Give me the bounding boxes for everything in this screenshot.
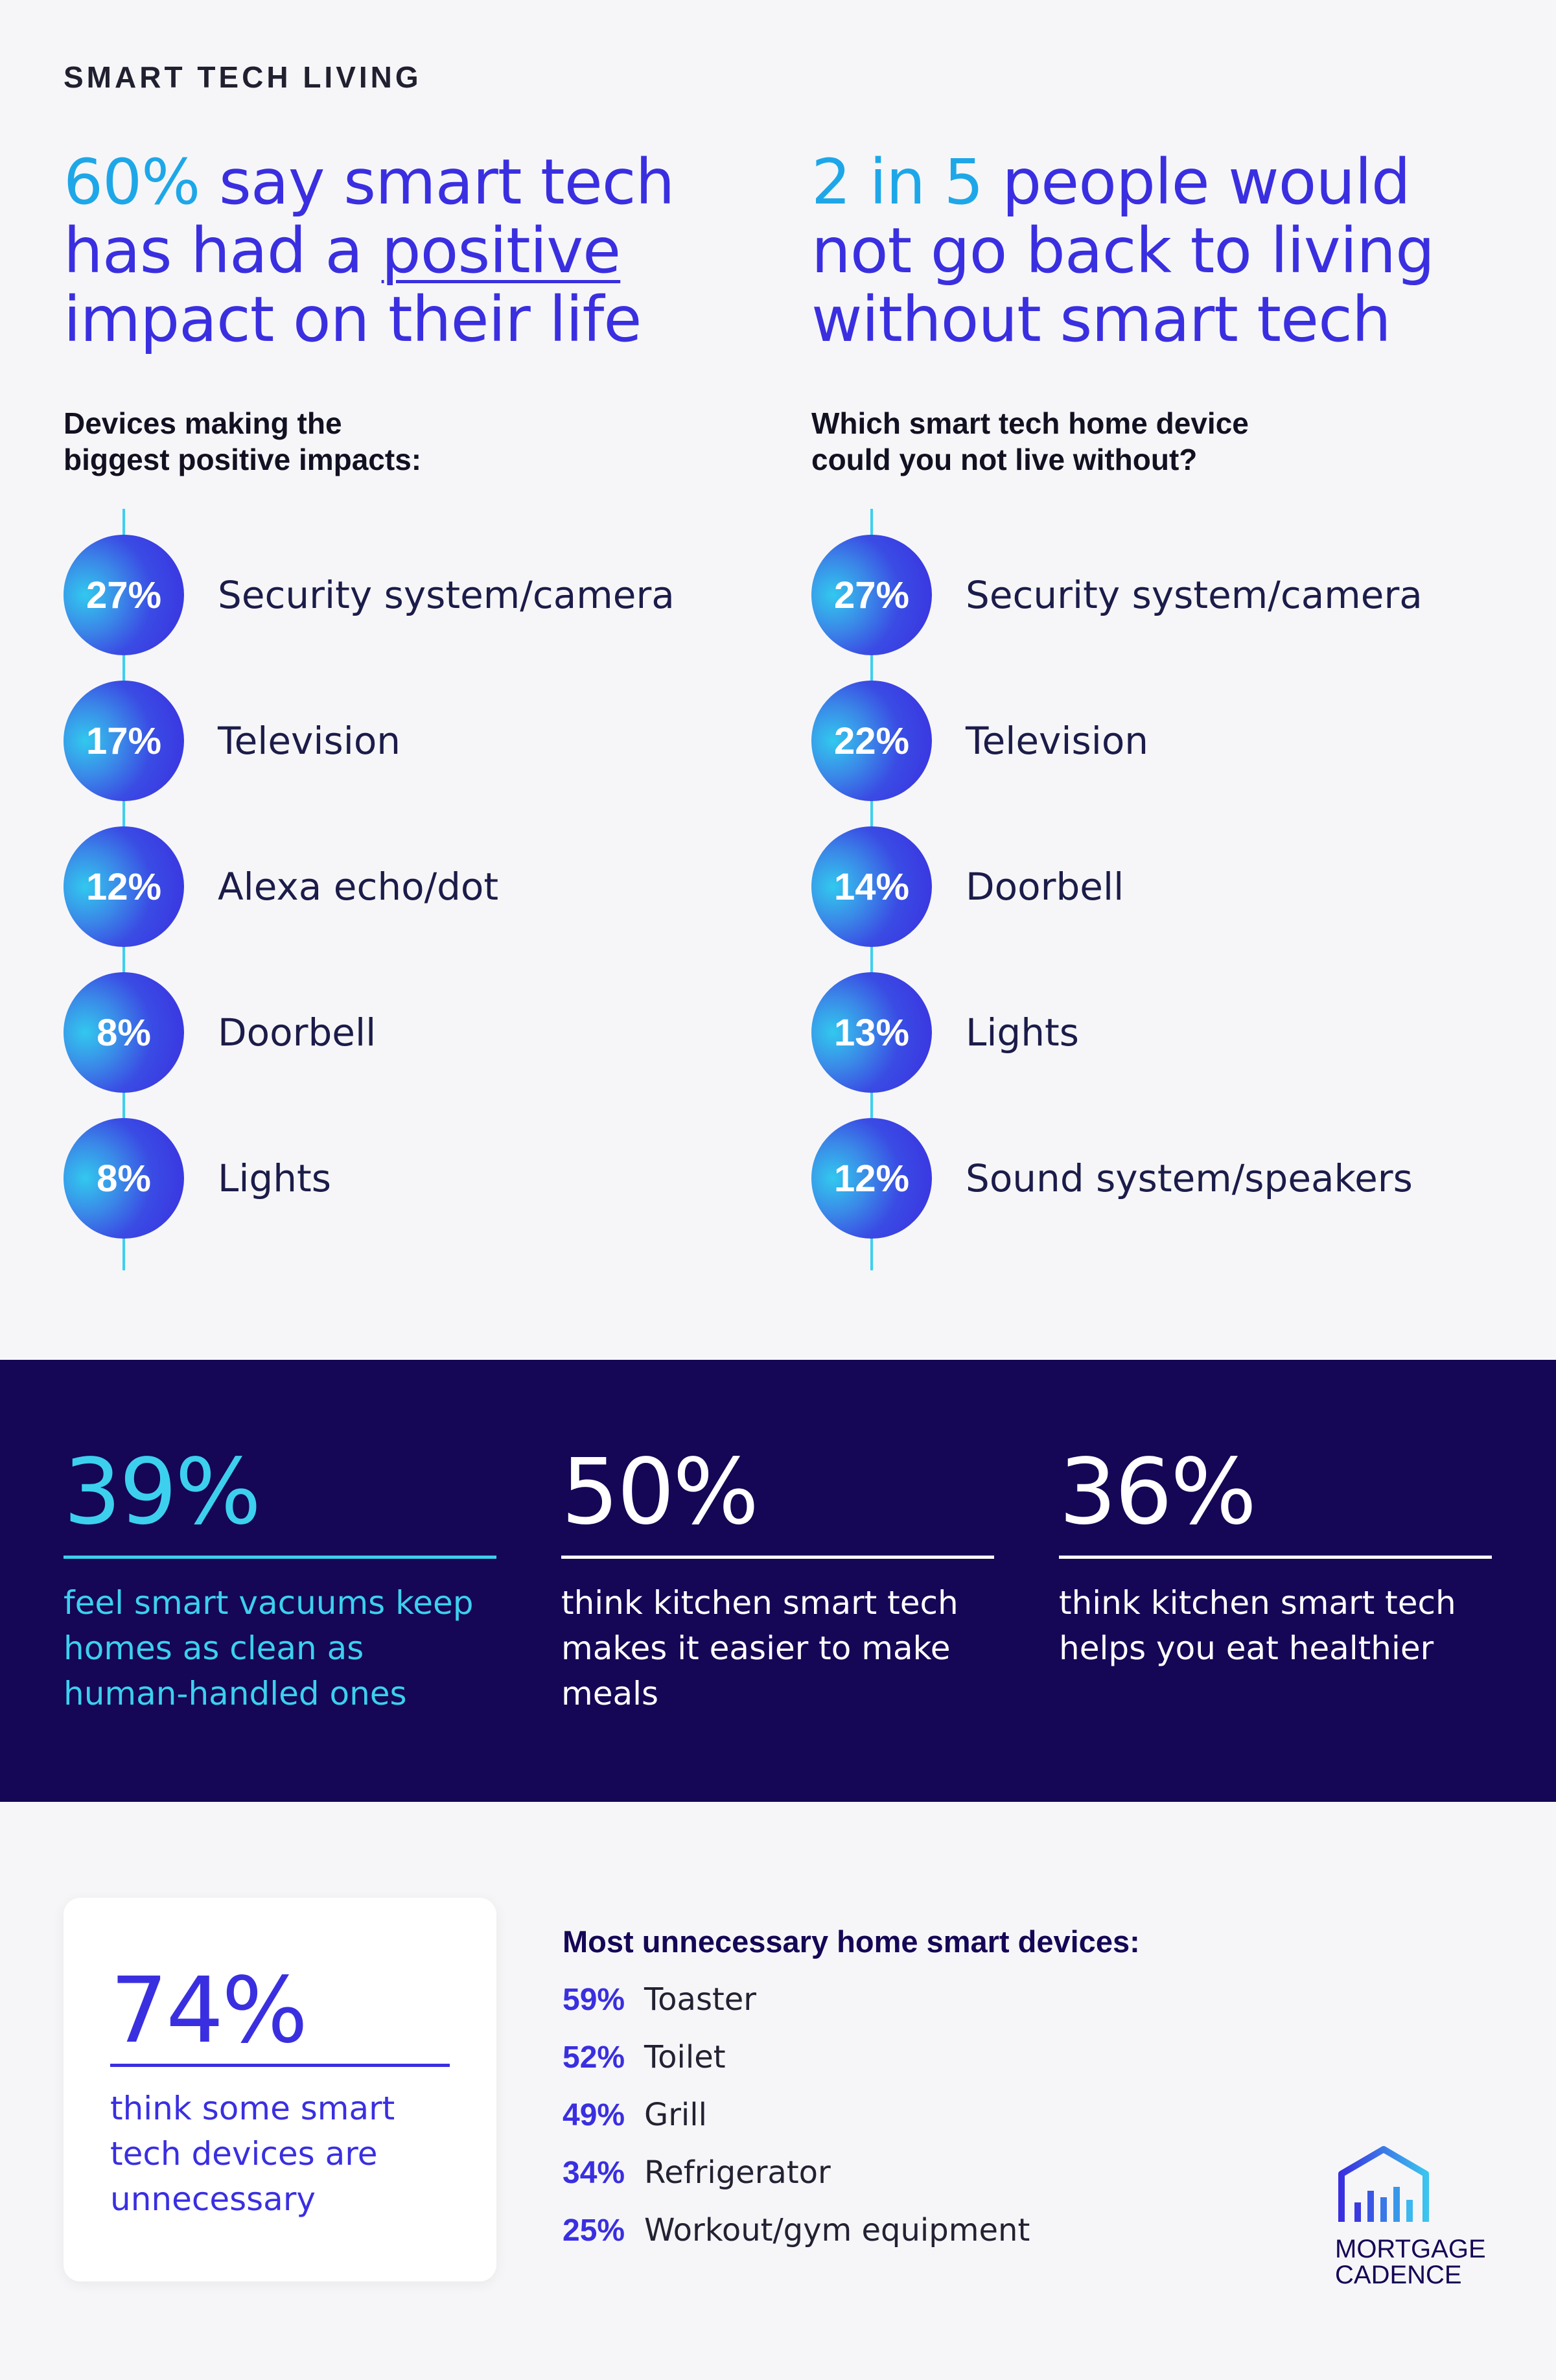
device-label: Sound system/speakers xyxy=(966,1156,1413,1200)
stat-divider xyxy=(561,1556,994,1559)
item-percent: 49% xyxy=(563,2098,625,2132)
stat-divider xyxy=(1059,1556,1492,1559)
left-subhead-line2: biggest positive impacts: xyxy=(64,443,422,476)
list-item: 59% Toaster xyxy=(563,1980,1211,2038)
percent-circle: 27% xyxy=(64,535,184,655)
logo-line1: MORTGAGE xyxy=(1335,2235,1486,2263)
logo-line2: CADENCE xyxy=(1335,2261,1462,2289)
percent-circle: 8% xyxy=(64,1118,184,1239)
stat-description: think kitchen smart tech makes it easier… xyxy=(561,1584,958,1712)
right-device-item: 13% Lights xyxy=(811,972,1524,1093)
device-label: Lights xyxy=(966,1010,1079,1055)
item-label: Workout/gym equipment xyxy=(644,2212,1030,2248)
stat-divider xyxy=(64,1556,496,1559)
left-headline-underlined: positive xyxy=(381,215,621,287)
left-device-list: 27% Security system/camera 17% Televisio… xyxy=(64,509,776,1270)
left-subhead-line1: Devices making the xyxy=(64,406,342,440)
right-device-item: 12% Sound system/speakers xyxy=(811,1118,1524,1239)
item-percent: 59% xyxy=(563,1983,625,2017)
unnecessary-title: Most unnecessary home smart devices: xyxy=(563,1924,1140,1959)
device-label: Television xyxy=(966,719,1149,763)
right-device-item: 22% Television xyxy=(811,681,1524,801)
left-device-item: 12% Alexa echo/dot xyxy=(64,826,776,947)
stat-description: feel smart vacuums keep homes as clean a… xyxy=(64,1584,474,1712)
list-item: 52% Toilet xyxy=(563,2038,1211,2095)
left-device-item: 8% Doorbell xyxy=(64,972,776,1093)
device-label: Doorbell xyxy=(966,865,1124,909)
right-device-list: 27% Security system/camera 22% Televisio… xyxy=(811,509,1524,1270)
item-label: Refrigerator xyxy=(644,2154,831,2191)
card-description: think some smart tech devices are unnece… xyxy=(110,2090,395,2218)
device-label: Lights xyxy=(218,1156,331,1200)
percent-circle: 12% xyxy=(64,826,184,947)
mortgage-cadence-logo: MORTGAGE CADENCE xyxy=(1335,2145,1504,2288)
right-subhead-line1: Which smart tech home device xyxy=(811,406,1249,440)
item-percent: 25% xyxy=(563,2213,625,2248)
right-headline-rest: people would not go back to living witho… xyxy=(811,146,1435,356)
unnecessary-stat-card: 74% think some smart tech devices are un… xyxy=(64,1898,496,2281)
percent-circle: 17% xyxy=(64,681,184,801)
device-label: Alexa echo/dot xyxy=(218,865,499,909)
right-headline-accent: 2 in 5 xyxy=(811,146,984,218)
left-headline: 60% say smart tech has had a positive im… xyxy=(64,148,712,354)
item-label: Grill xyxy=(644,2097,707,2133)
device-label: Security system/camera xyxy=(966,573,1422,617)
house-bars-icon xyxy=(1338,2146,1429,2222)
left-subhead: Devices making the biggest positive impa… xyxy=(64,405,712,478)
item-percent: 34% xyxy=(563,2156,625,2190)
stat-value: 36% xyxy=(1059,1440,1257,1545)
section-label: SMART TECH LIVING xyxy=(64,60,422,94)
stat-value: 39% xyxy=(64,1440,261,1545)
item-label: Toaster xyxy=(644,1981,757,2018)
right-headline: 2 in 5 people would not go back to livin… xyxy=(811,148,1498,354)
device-label: Doorbell xyxy=(218,1010,377,1055)
logo-wordmark: MORTGAGE CADENCE xyxy=(1335,2236,1486,2288)
unnecessary-list: 59% Toaster 52% Toilet 49% Grill 34% Refrige… xyxy=(563,1980,1211,2269)
right-subhead-line2: could you not live without? xyxy=(811,443,1198,476)
stat-description: think kitchen smart tech helps you eat h… xyxy=(1059,1584,1456,1667)
left-headline-part1: say smart tech has had a xyxy=(64,146,675,287)
left-device-item: 17% Television xyxy=(64,681,776,801)
percent-circle: 8% xyxy=(64,972,184,1093)
device-label: Television xyxy=(218,719,401,763)
left-headline-part2: impact on their life xyxy=(64,283,642,356)
card-value: 74% xyxy=(110,1958,308,2064)
right-device-item: 27% Security system/camera xyxy=(811,535,1524,655)
percent-circle: 14% xyxy=(811,826,932,947)
item-percent: 52% xyxy=(563,2040,625,2075)
percent-circle: 27% xyxy=(811,535,932,655)
stat-value: 50% xyxy=(561,1440,759,1545)
item-label: Toilet xyxy=(644,2039,726,2075)
percent-circle: 13% xyxy=(811,972,932,1093)
list-item: 49% Grill xyxy=(563,2095,1211,2153)
list-item: 34% Refrigerator xyxy=(563,2153,1211,2211)
device-label: Security system/camera xyxy=(218,573,675,617)
percent-circle: 12% xyxy=(811,1118,932,1239)
left-device-item: 27% Security system/camera xyxy=(64,535,776,655)
left-headline-accent: 60% xyxy=(64,146,200,218)
list-item: 25% Workout/gym equipment xyxy=(563,2211,1211,2269)
card-divider xyxy=(110,2064,450,2067)
right-device-item: 14% Doorbell xyxy=(811,826,1524,947)
percent-circle: 22% xyxy=(811,681,932,801)
left-device-item: 8% Lights xyxy=(64,1118,776,1239)
right-subhead: Which smart tech home device could you n… xyxy=(811,405,1459,478)
stats-band: 39% feel smart vacuums keep homes as cle… xyxy=(0,1360,1556,1802)
